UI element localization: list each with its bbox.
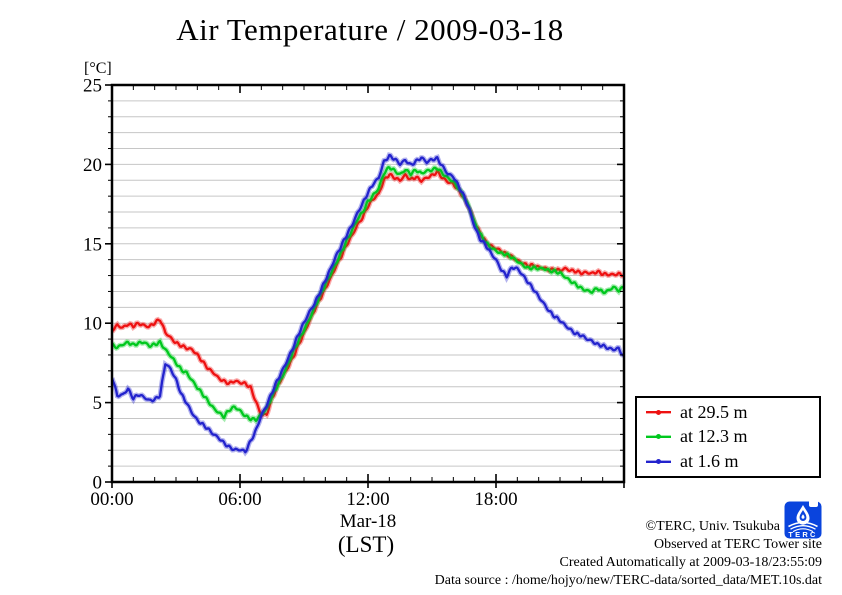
legend-line-sample-blue [646,457,671,466]
plot-frame [110,83,626,484]
y-tick-label: 15 [83,234,102,255]
legend-entry-29.5m: at 29.5 m [637,402,819,423]
svg-text:TERC: TERC [788,530,817,539]
legend-entry-1.6m: at 1.6 m [637,451,819,472]
legend-entry-12.3m: at 12.3 m [637,426,819,447]
x-tick-label: 00:00 [90,489,133,510]
chart-title: Air Temperature / 2009-03-18 [176,12,564,47]
series-line-at-1.6-m [113,153,623,454]
x-tick-label: 12:00 [346,489,389,510]
credit-observed-site: Observed at TERC Tower site [653,537,822,552]
y-tick-label: 0 [93,473,103,494]
series-group [113,152,623,457]
x-axis-timezone-label: (LST) [338,532,394,557]
legend-line-sample-red [646,408,671,417]
series-line-at-29.5-m [113,169,623,418]
x-tick-label: 06:00 [218,489,261,510]
legend-label: at 29.5 m [680,401,748,422]
legend-label: at 12.3 m [680,426,748,447]
legend-line-sample-green [646,432,671,441]
y-tick-label: 5 [93,393,103,414]
x-axis-date-label: Mar-18 [340,511,397,532]
y-tick-label: 10 [83,314,102,335]
legend-label: at 1.6 m [680,451,739,472]
credit-created-at: Created Automatically at 2009-03-18/23:5… [559,555,822,570]
legend-box: at 29.5 m at 12.3 m at 1.6 m [635,396,821,478]
terc-logo-icon: TERC [784,501,822,539]
gridlines [112,100,624,467]
axis-tick-labels: 0 5 10 15 20 25 00:00 06:00 12:00 18:00 Mar-18(LST… [83,76,518,558]
y-tick-label: 20 [83,155,102,176]
y-tick-label: 25 [83,76,102,97]
y-axis-unit-label: [°C] [84,60,112,77]
credit-copyright: ©TERC, Univ. Tsukuba [645,519,781,534]
x-tick-label: 18:00 [474,489,517,510]
axis-ticks [105,84,625,488]
credit-data-source: Data source : /home/hojyo/new/TERC-data/… [434,573,822,588]
series-halo-at-12.3-m [113,164,623,425]
series-line-at-12.3-m [113,166,623,423]
